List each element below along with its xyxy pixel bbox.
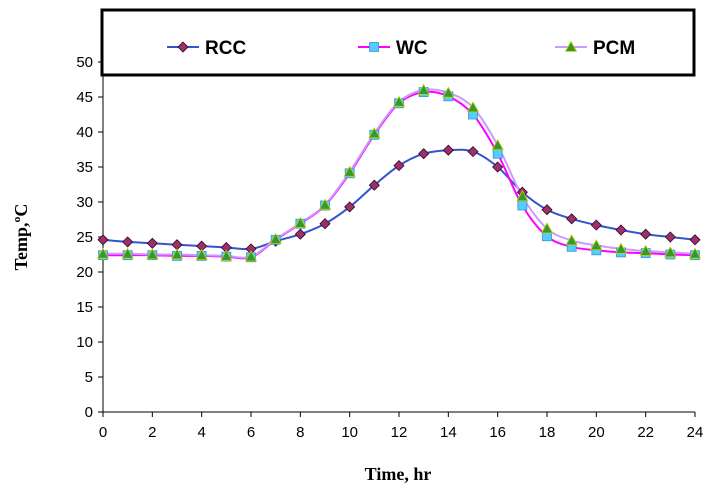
data-point-pcm	[343, 165, 356, 177]
y-tick-label: 0	[85, 404, 93, 421]
data-point-pcm	[491, 138, 504, 151]
legend-marker-pcm	[564, 40, 578, 52]
x-tick-label: 8	[296, 424, 304, 441]
data-point-rcc	[319, 218, 331, 230]
data-point-rcc	[294, 228, 306, 240]
data-point-rcc	[467, 146, 479, 158]
x-tick-label: 14	[440, 424, 457, 441]
data-point-pcm	[516, 190, 529, 202]
data-point-pcm	[170, 248, 184, 260]
data-point-pcm	[540, 222, 554, 234]
data-point-rcc	[368, 179, 380, 191]
x-tick-label: 12	[391, 424, 408, 441]
legend-marker-wc	[369, 42, 379, 52]
x-tick-label: 18	[539, 424, 556, 441]
data-point-rcc	[615, 224, 627, 236]
plot-area	[103, 62, 695, 412]
y-tick-label: 45	[76, 89, 93, 106]
data-point-pcm	[269, 232, 282, 244]
legend-label-rcc: RCC	[205, 38, 246, 59]
legend-box	[100, 8, 696, 77]
data-point-wc	[517, 200, 528, 211]
data-point-pcm	[664, 246, 677, 258]
data-point-rcc	[640, 228, 652, 240]
data-point-rcc	[541, 204, 553, 216]
data-point-rcc	[492, 161, 504, 173]
y-axis-ticks: 0 5 10 15 20 25 30 35 40 45 50	[76, 54, 103, 421]
data-point-pcm	[96, 247, 110, 259]
data-point-pcm	[294, 216, 307, 228]
y-tick-label: 40	[76, 124, 93, 141]
legend-label-wc: WC	[396, 38, 428, 59]
x-axis-ticks: 0 2 4 6 8 10 12 14 16 18 20 22 24	[99, 412, 704, 441]
legend-item-wc: WC	[358, 38, 428, 59]
legend-marker-rcc	[177, 41, 189, 53]
data-point-pcm	[565, 234, 578, 246]
data-point-pcm	[220, 249, 233, 261]
x-axis-title: Time, hr	[365, 464, 432, 484]
data-point-pcm	[688, 247, 702, 259]
y-tick-label: 30	[76, 194, 93, 211]
x-tick-label: 0	[99, 424, 107, 441]
data-point-rcc	[122, 236, 134, 248]
data-point-pcm	[466, 101, 480, 113]
x-tick-label: 2	[148, 424, 156, 441]
data-point-rcc	[566, 213, 578, 225]
data-point-pcm	[614, 242, 628, 254]
data-point-rcc	[393, 160, 405, 172]
x-tick-label: 20	[588, 424, 605, 441]
data-point-pcm	[121, 247, 134, 259]
legend-label-pcm: PCM	[593, 38, 635, 59]
data-point-pcm	[318, 198, 332, 210]
legend-item-rcc: RCC	[167, 38, 246, 59]
data-point-pcm	[146, 248, 159, 260]
y-axis-title: Temp,ºC	[11, 204, 31, 271]
x-tick-label: 10	[341, 424, 358, 441]
data-point-pcm	[392, 95, 406, 107]
data-point-rcc	[664, 231, 676, 243]
x-tick-label: 6	[247, 424, 255, 441]
data-point-rcc	[590, 219, 602, 231]
y-tick-label: 10	[76, 334, 93, 351]
data-point-pcm	[195, 248, 208, 261]
y-tick-label: 20	[76, 264, 93, 281]
data-point-pcm	[442, 86, 455, 98]
x-tick-label: 16	[489, 424, 506, 441]
y-tick-label: 50	[76, 54, 93, 71]
data-point-pcm	[639, 244, 652, 256]
x-tick-label: 4	[197, 424, 205, 441]
data-point-rcc	[97, 234, 109, 246]
legend-item-pcm: PCM	[555, 38, 635, 59]
data-point-rcc	[442, 144, 454, 156]
y-tick-label: 15	[76, 299, 93, 316]
data-point-rcc	[418, 148, 430, 160]
data-point-pcm	[417, 83, 430, 95]
y-tick-label: 35	[76, 159, 93, 176]
x-tick-label: 22	[637, 424, 654, 441]
data-point-rcc	[344, 201, 356, 213]
y-tick-label: 25	[76, 229, 93, 246]
data-point-rcc	[689, 234, 701, 246]
y-tick-label: 5	[85, 369, 93, 386]
data-point-pcm	[590, 239, 603, 251]
data-point-pcm	[244, 250, 258, 262]
data-point-wc	[492, 148, 503, 159]
data-point-pcm	[368, 127, 381, 139]
series-markers	[96, 83, 702, 263]
legend: RCC WC PCM	[167, 38, 635, 59]
x-tick-label: 24	[687, 424, 704, 441]
